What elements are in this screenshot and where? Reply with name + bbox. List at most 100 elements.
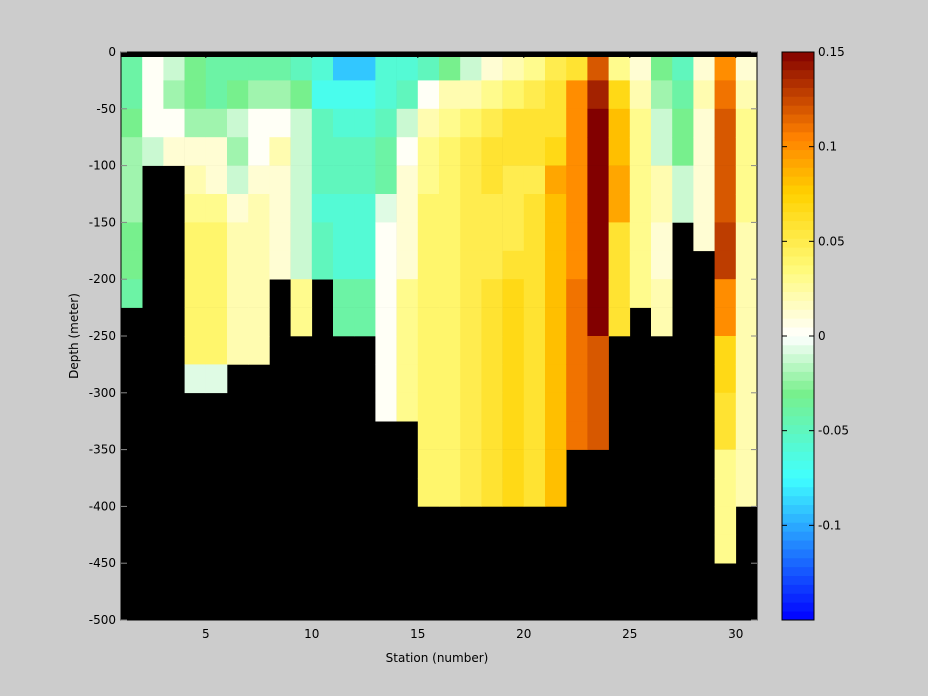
heatmap-cell [608, 279, 631, 308]
heatmap-cell [269, 137, 291, 166]
heatmap-cell [227, 279, 249, 308]
heatmap-cell [714, 421, 737, 450]
heatmap-cell [545, 108, 567, 138]
heatmap-cell [545, 165, 567, 195]
heatmap-cell [608, 80, 631, 110]
heatmap-cell [735, 194, 758, 223]
heatmap-cell [205, 108, 228, 138]
colorbar-step [782, 256, 814, 266]
heatmap-cell [311, 250, 334, 280]
heatmap-cell [566, 165, 588, 195]
heatmap-cell [311, 194, 334, 223]
heatmap-cell [269, 52, 291, 81]
heatmap-cell [693, 194, 715, 223]
colorbar-step [782, 380, 814, 390]
heatmap-cell [735, 364, 758, 394]
heatmap-cell [587, 165, 609, 195]
heatmap-cell [460, 364, 482, 394]
heatmap-cell [502, 307, 525, 337]
heatmap-cell [629, 80, 652, 110]
heatmap-cell [587, 80, 609, 110]
heatmap-cell [629, 250, 652, 280]
colorbar-step [782, 149, 814, 159]
heatmap-cell [502, 279, 525, 308]
heatmap-cell [481, 194, 503, 223]
heatmap-cell [417, 165, 440, 195]
colorbar-tick-label: 0.05 [818, 234, 845, 248]
colorbar-tick-label: 0 [818, 329, 826, 343]
heatmap-cell [269, 222, 291, 252]
heatmap-cell [714, 279, 737, 308]
heatmap-cell [735, 449, 758, 479]
heatmap-cell [672, 194, 694, 223]
plot-area [120, 51, 758, 621]
x-tick-label: 25 [622, 627, 637, 641]
heatmap-cell [735, 80, 758, 110]
surface-strip [121, 52, 757, 57]
heatmap-cell [672, 52, 694, 81]
heatmap-cell [375, 165, 397, 195]
colorbar-step [782, 353, 814, 364]
y-axis-label: Depth (meter) [67, 293, 81, 379]
heatmap-cell [417, 108, 440, 138]
heatmap-cell [333, 52, 355, 81]
heatmap-cell [184, 52, 207, 81]
heatmap-cell [248, 222, 270, 252]
heatmap-cell [672, 80, 694, 110]
heatmap-cell [545, 307, 567, 337]
heatmap-cell [523, 364, 546, 394]
heatmap-cell [227, 250, 249, 280]
heatmap-cell [269, 165, 291, 195]
heatmap-cell [523, 165, 546, 195]
colorbar-step [782, 451, 814, 461]
x-axis-label: Station (number) [386, 651, 489, 665]
heatmap-cell [460, 421, 482, 450]
heatmap-cell [566, 364, 588, 394]
heatmap-cell [333, 250, 355, 280]
heatmap-cell [714, 108, 737, 138]
heatmap-cell [651, 194, 673, 223]
colorbar-step [782, 247, 814, 257]
heatmap-cell [439, 336, 461, 365]
heatmap-cell [375, 364, 397, 394]
colorbar-step [782, 513, 814, 523]
heatmap-cell [608, 307, 631, 337]
heatmap-cell [142, 108, 164, 138]
heatmap-cell [269, 80, 291, 110]
heatmap-cell [290, 137, 313, 166]
heatmap-cell [248, 52, 270, 81]
heatmap-cell [629, 52, 652, 81]
colorbar-step [782, 486, 814, 497]
heatmap-cell [460, 165, 482, 195]
heatmap-cell [439, 52, 461, 81]
heatmap-cell [375, 307, 397, 337]
heatmap-cell [566, 307, 588, 337]
heatmap-cell [566, 137, 588, 166]
colorbar-gradient [782, 52, 814, 621]
heatmap-cell [311, 80, 334, 110]
heatmap-cell [735, 137, 758, 166]
heatmap-cell [608, 222, 631, 252]
colorbar-step [782, 362, 814, 372]
heatmap-cell [481, 279, 503, 308]
heatmap-cell [311, 222, 334, 252]
heatmap-cell [396, 250, 419, 280]
heatmap-cell [375, 222, 397, 252]
colorbar-step [782, 611, 814, 621]
heatmap-cell [545, 80, 567, 110]
y-tick-label: -150 [89, 215, 116, 229]
colorbar: 0.15 0.1 0.05 0 -0.05 -0.1 [781, 45, 849, 621]
colorbar-step [782, 522, 814, 532]
heatmap-cell [523, 52, 546, 81]
heatmap-cell [502, 194, 525, 223]
colorbar-step [782, 478, 814, 488]
heatmap-cell [502, 165, 525, 195]
heatmap-cell [439, 194, 461, 223]
heatmap-cell [163, 80, 185, 110]
heatmap-cell [523, 449, 546, 479]
heatmap-cell [290, 52, 313, 81]
heatmap-cell [417, 80, 440, 110]
heatmap-cell [587, 137, 609, 166]
heatmap-cell [184, 364, 207, 394]
heatmap-cell [142, 52, 164, 81]
